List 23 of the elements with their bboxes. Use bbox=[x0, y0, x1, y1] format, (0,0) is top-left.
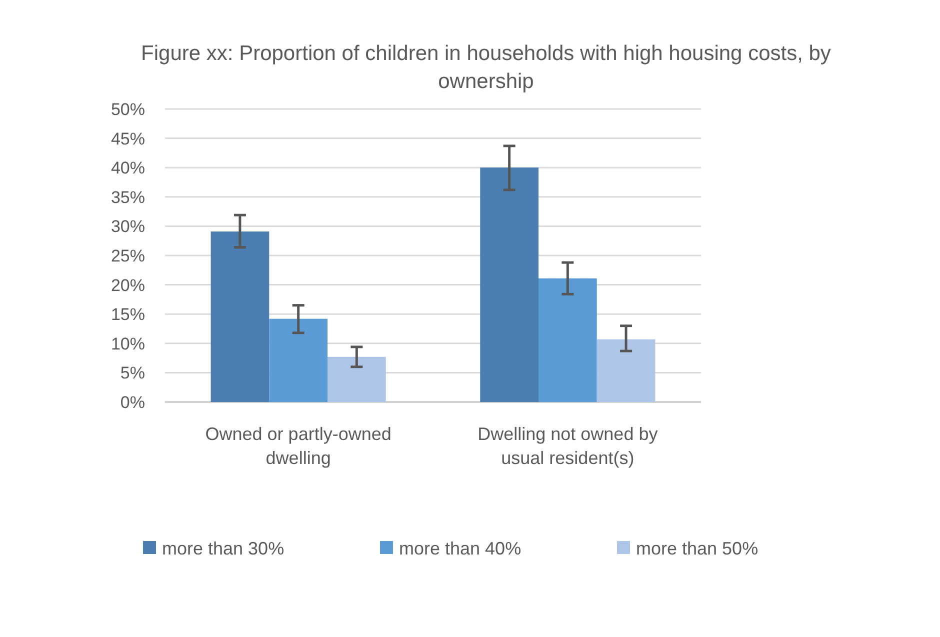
y-tick-label: 5% bbox=[120, 364, 145, 383]
y-tick-label: 20% bbox=[110, 276, 145, 295]
x-tick-label: Dwelling not owned by usual resident(s) bbox=[478, 424, 658, 468]
x-tick-label: Owned or partly-owned dwelling bbox=[205, 424, 392, 468]
y-tick-label: 30% bbox=[110, 217, 145, 236]
y-tick-label: 15% bbox=[110, 305, 145, 324]
bar bbox=[328, 356, 386, 402]
legend-label: more than 40% bbox=[399, 538, 522, 558]
y-tick-label: 45% bbox=[110, 129, 145, 148]
y-tick-label: 50% bbox=[110, 100, 145, 119]
y-tick-label: 0% bbox=[120, 392, 145, 412]
y-tick-label: 10% bbox=[110, 334, 145, 354]
y-tick-label: 40% bbox=[110, 158, 145, 178]
chart-title: Figure xx: Proportion of children in households with high housing costs, by ownership bbox=[141, 42, 832, 93]
bar bbox=[480, 168, 538, 402]
bar bbox=[269, 318, 328, 402]
legend-label: more than 30% bbox=[162, 538, 284, 558]
bar bbox=[210, 231, 270, 402]
y-tick-label: 25% bbox=[110, 246, 145, 266]
legend-label: more than 50% bbox=[636, 538, 758, 558]
bar bbox=[538, 278, 597, 402]
y-tick-label: 35% bbox=[110, 188, 145, 207]
bar bbox=[596, 339, 656, 402]
